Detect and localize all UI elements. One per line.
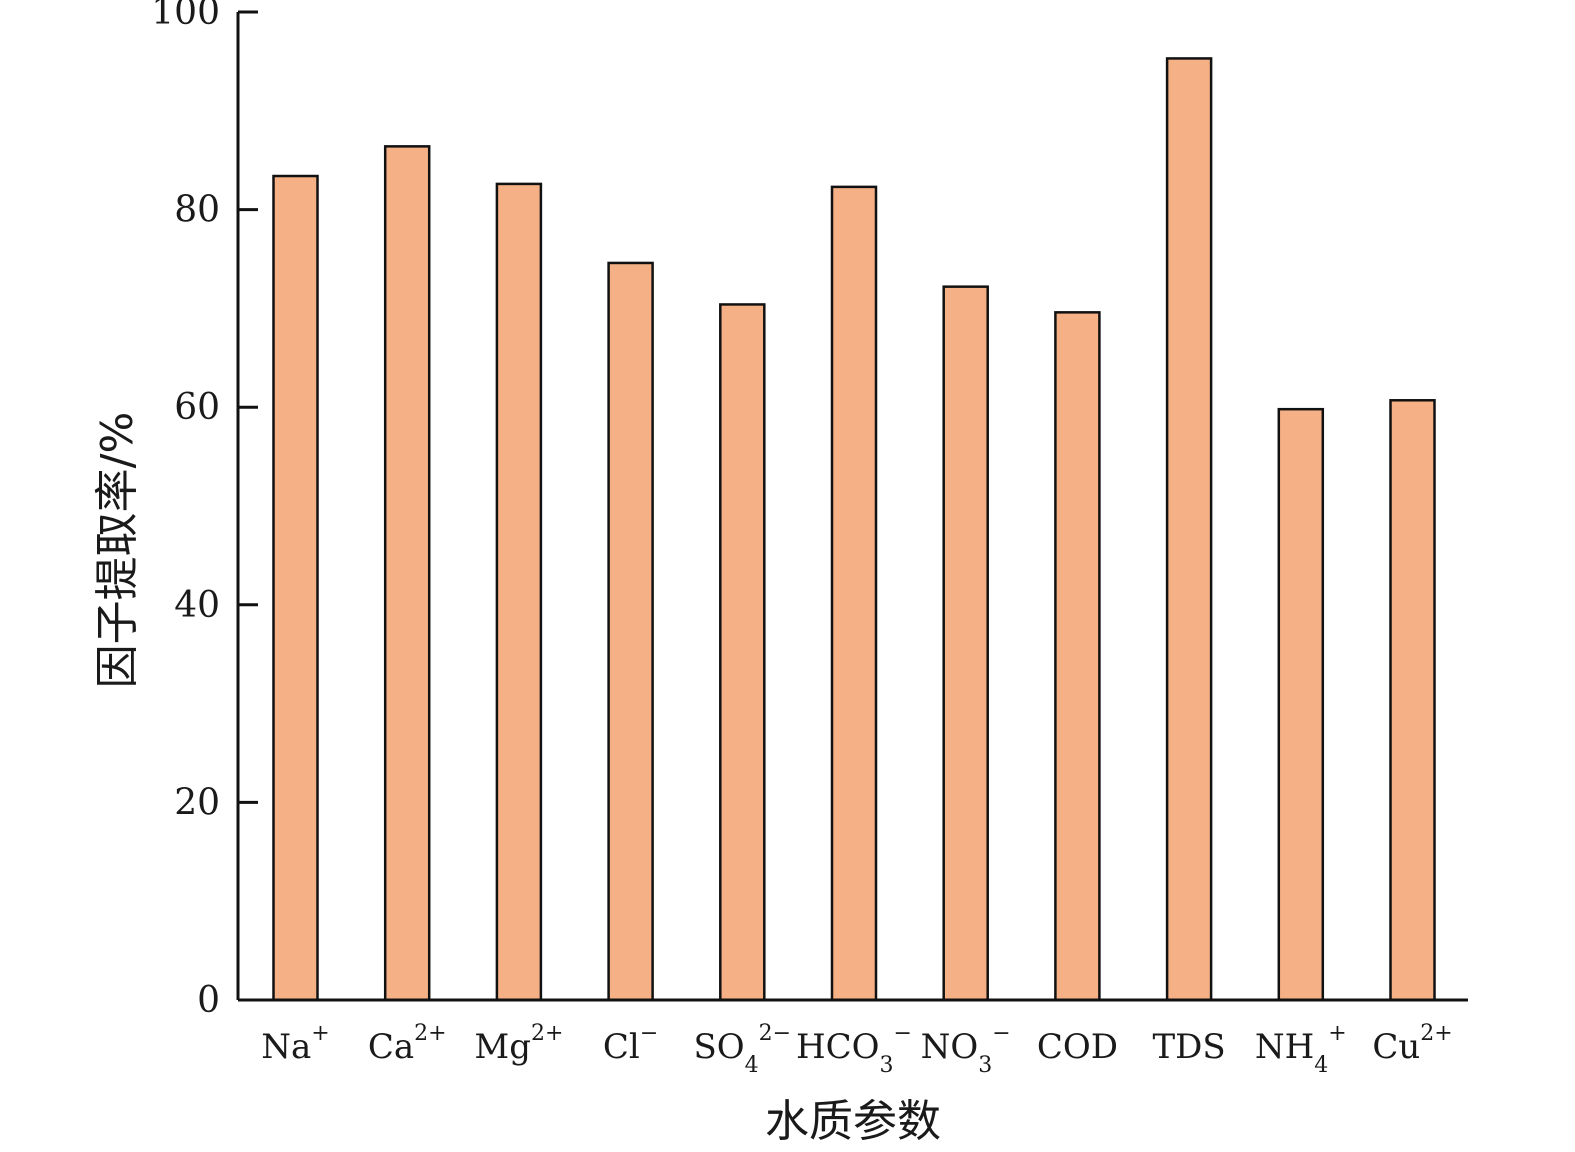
y-tick-label: 0 [197,980,220,1021]
axes-layer [236,12,1468,1002]
x-tick-label: Mg2+ [474,1021,563,1067]
y-tick-label: 40 [174,585,220,626]
x-tick-label: HCO3− [796,1021,912,1078]
bar [719,303,766,1002]
x-tick-label: Cl− [603,1021,658,1067]
bar [607,261,654,1002]
x-tick-label: Cu2+ [1372,1021,1452,1067]
bar [495,182,543,1002]
bar [830,185,878,1002]
bar [383,145,431,1002]
y-tick-label: 80 [174,190,220,231]
bar [272,174,319,1002]
x-tick-label: Ca2+ [368,1021,447,1067]
x-tick-label: Na+ [261,1021,329,1067]
x-tick-label: SO42− [693,1021,791,1078]
bar [942,285,989,1002]
y-ticks: 0 20 40 60 80 100 [151,0,258,1021]
bar [1165,57,1213,1002]
x-tick-label: COD [1037,1027,1118,1067]
bar [1277,407,1325,1002]
x-tick-labels: Na+ Ca2+ Mg2+ Cl− SO42− HCO3− NO3− COD TDS NH4+ Cu… [261,1021,1452,1078]
y-tick-label: 20 [174,782,220,823]
y-tick-label: 100 [151,0,220,33]
y-axis-title: 因子提取率/% [92,412,143,689]
x-axis-title: 水质参数 [765,1096,941,1147]
x-tick-label: TDS [1152,1027,1225,1067]
bars-layer [272,57,1436,1002]
bar [1389,399,1436,1002]
x-tick-label: NH4+ [1255,1021,1347,1078]
y-tick-label: 60 [174,387,220,428]
x-tick-label: NO3− [921,1021,1011,1078]
bar [1054,311,1101,1002]
